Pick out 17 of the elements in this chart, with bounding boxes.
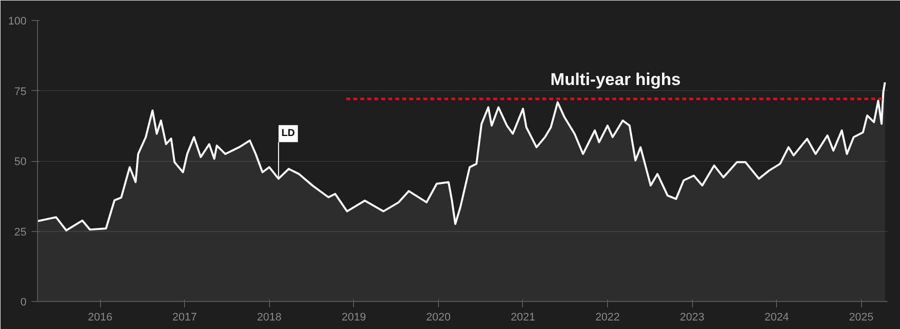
y-tick-label: 25 (14, 226, 27, 238)
x-tick-label: 2023 (680, 312, 704, 324)
x-tick-label: 2021 (510, 312, 536, 324)
x-tick-label: 2024 (764, 312, 789, 324)
x-tick-label: 2025 (849, 312, 874, 324)
y-tick-label: 100 (8, 16, 27, 28)
annotation: Multi-year highs (550, 70, 681, 89)
x-tick-label: 2020 (426, 312, 451, 324)
x-tick-label: 2017 (172, 312, 197, 324)
annotation: LD (282, 128, 295, 140)
x-tick-label: 2022 (595, 312, 620, 324)
x-tick-label: 2019 (342, 312, 366, 324)
x-tick-label: 2016 (88, 312, 112, 324)
x-tick-label: 2018 (257, 312, 282, 324)
y-tick-label: 75 (14, 86, 27, 98)
y-tick-label: 50 (14, 156, 27, 168)
y-tick-label: 0 (20, 296, 27, 308)
